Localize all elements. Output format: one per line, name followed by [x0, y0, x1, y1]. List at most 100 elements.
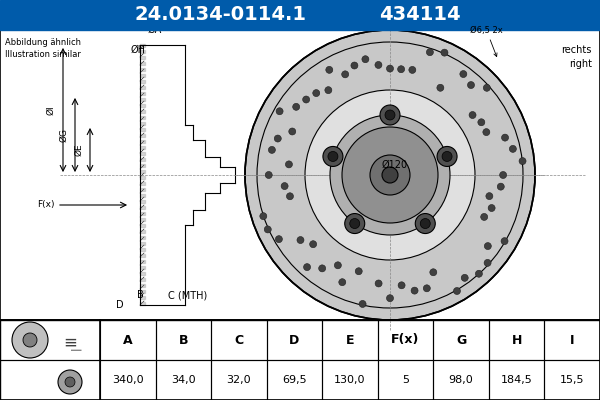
Circle shape — [286, 193, 293, 200]
Text: A: A — [123, 334, 133, 346]
Circle shape — [297, 236, 304, 244]
Circle shape — [478, 119, 485, 126]
Circle shape — [58, 370, 82, 394]
Circle shape — [286, 161, 292, 168]
Text: 32,0: 32,0 — [227, 375, 251, 385]
Circle shape — [461, 274, 468, 281]
Circle shape — [23, 333, 37, 347]
Circle shape — [483, 129, 490, 136]
Circle shape — [319, 265, 326, 272]
Circle shape — [484, 84, 490, 91]
Circle shape — [12, 322, 48, 358]
Circle shape — [420, 218, 430, 228]
Text: C: C — [235, 334, 244, 346]
Circle shape — [268, 146, 275, 153]
Circle shape — [437, 146, 457, 166]
Text: 340,0: 340,0 — [112, 375, 143, 385]
Circle shape — [484, 242, 491, 250]
Text: C (MTH): C (MTH) — [168, 290, 207, 300]
Circle shape — [250, 35, 530, 315]
Circle shape — [305, 90, 475, 260]
Circle shape — [375, 62, 382, 68]
Circle shape — [310, 241, 317, 248]
Circle shape — [475, 270, 482, 277]
Circle shape — [370, 155, 410, 195]
Circle shape — [441, 49, 448, 56]
Circle shape — [330, 115, 450, 235]
Text: F(x): F(x) — [37, 200, 55, 210]
Circle shape — [500, 172, 506, 178]
Circle shape — [398, 66, 404, 73]
Text: ØA: ØA — [148, 25, 162, 35]
Text: 434114: 434114 — [379, 6, 461, 24]
Text: D: D — [116, 300, 124, 310]
Text: G: G — [456, 334, 466, 346]
Circle shape — [415, 214, 435, 234]
Circle shape — [326, 66, 333, 73]
Text: D: D — [289, 334, 299, 346]
Circle shape — [260, 213, 267, 220]
Circle shape — [341, 71, 349, 78]
Circle shape — [274, 135, 281, 142]
Circle shape — [386, 295, 394, 302]
Circle shape — [424, 285, 430, 292]
Text: ØI: ØI — [46, 105, 55, 115]
Text: I: I — [570, 334, 574, 346]
Text: F(x): F(x) — [391, 334, 420, 346]
Text: |: | — [70, 346, 80, 350]
Text: 69,5: 69,5 — [282, 375, 307, 385]
Circle shape — [323, 146, 343, 166]
Circle shape — [411, 287, 418, 294]
Circle shape — [351, 62, 358, 69]
Circle shape — [359, 300, 366, 308]
Text: E: E — [346, 334, 354, 346]
Circle shape — [385, 110, 395, 120]
Text: ATE: ATE — [369, 176, 471, 224]
Text: ≡: ≡ — [63, 334, 77, 352]
Circle shape — [488, 204, 495, 212]
Circle shape — [334, 262, 341, 269]
Text: 184,5: 184,5 — [501, 375, 533, 385]
Circle shape — [375, 280, 382, 287]
Text: rechts
right: rechts right — [562, 45, 592, 69]
Circle shape — [328, 152, 338, 162]
Circle shape — [519, 158, 526, 164]
Text: B: B — [179, 334, 188, 346]
Circle shape — [497, 183, 504, 190]
Circle shape — [345, 214, 365, 234]
Text: 34,0: 34,0 — [171, 375, 196, 385]
Circle shape — [342, 127, 438, 223]
Circle shape — [430, 269, 437, 276]
Circle shape — [382, 167, 398, 183]
Circle shape — [276, 108, 283, 115]
Circle shape — [502, 134, 509, 141]
Circle shape — [509, 145, 517, 152]
Text: 24.0134-0114.1: 24.0134-0114.1 — [134, 6, 306, 24]
Circle shape — [427, 49, 433, 56]
Circle shape — [65, 377, 75, 387]
Text: ØE: ØE — [74, 144, 83, 156]
Text: 15,5: 15,5 — [560, 375, 584, 385]
Bar — [0, 30, 600, 320]
Circle shape — [481, 214, 488, 220]
Text: ØH: ØH — [131, 45, 146, 55]
Circle shape — [501, 238, 508, 245]
Circle shape — [339, 279, 346, 286]
Bar — [0, 0, 600, 30]
Circle shape — [386, 65, 394, 72]
Circle shape — [460, 70, 467, 78]
Circle shape — [325, 87, 332, 94]
Circle shape — [350, 218, 360, 228]
Text: Ø120: Ø120 — [382, 160, 408, 170]
Circle shape — [409, 66, 416, 74]
Text: B: B — [137, 290, 143, 300]
Circle shape — [437, 84, 444, 91]
Text: 130,0: 130,0 — [334, 375, 366, 385]
Circle shape — [355, 268, 362, 275]
Text: ØG: ØG — [59, 128, 68, 142]
Text: Ø6,5 2x: Ø6,5 2x — [470, 26, 503, 56]
Circle shape — [304, 264, 311, 271]
Circle shape — [293, 103, 299, 110]
Circle shape — [275, 236, 283, 243]
Circle shape — [313, 90, 320, 96]
